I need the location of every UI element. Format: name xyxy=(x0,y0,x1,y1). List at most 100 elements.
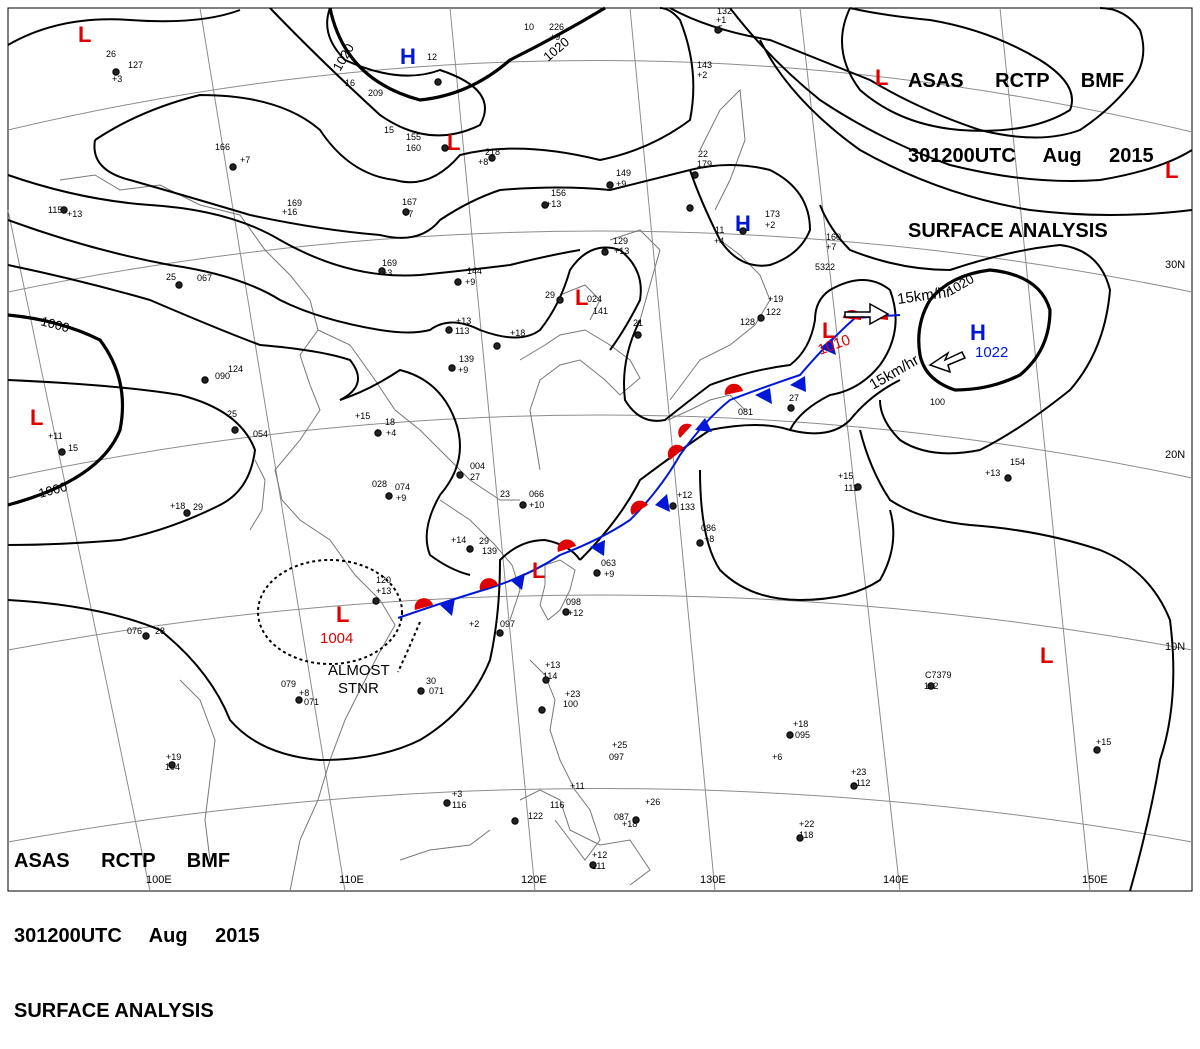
station-circle xyxy=(538,706,546,714)
station-plots: 226+910132+1526127+31216209143+215155160… xyxy=(48,6,1111,871)
station-value: +11 xyxy=(570,781,585,791)
station-value: +13 xyxy=(67,209,82,219)
station-circle xyxy=(787,404,795,412)
station-value: 071 xyxy=(429,686,444,696)
station-value: 27 xyxy=(470,472,480,482)
station-value: 139 xyxy=(459,354,474,364)
station-value: +13 xyxy=(545,660,560,670)
station-value: 086 xyxy=(701,523,716,533)
coastlines xyxy=(59,88,771,892)
station-circle xyxy=(593,569,601,577)
low-pressure-symbol: L xyxy=(336,602,349,627)
high-pressure-value: 1022 xyxy=(975,344,1008,361)
station-value: 154 xyxy=(1010,457,1025,467)
station-circle xyxy=(445,326,453,334)
station-value: 112 xyxy=(856,778,870,788)
station-circle xyxy=(417,687,425,695)
station-value: +18 xyxy=(793,719,808,729)
station-value: 116 xyxy=(452,800,466,810)
header-product-code: ASAS RCTP BMF xyxy=(908,70,1125,92)
station-value: +9 xyxy=(604,569,614,579)
station-circle xyxy=(542,676,550,684)
station-value: 079 xyxy=(281,679,296,689)
station-value: +9 xyxy=(550,32,560,42)
station-circle xyxy=(556,296,564,304)
station-value: +8 xyxy=(478,157,488,167)
latitude-line xyxy=(7,230,1193,293)
station-value: 028 xyxy=(372,479,387,489)
station-value: +11 xyxy=(48,431,63,441)
station-value: +22 xyxy=(799,819,814,829)
station-circle xyxy=(691,171,699,179)
station-circle xyxy=(496,629,504,637)
station-value: 169 xyxy=(287,198,302,208)
station-circle xyxy=(229,163,237,171)
header-valid-time: 301200UTC Aug 2015 xyxy=(908,145,1154,167)
low-pressure-symbol: L xyxy=(822,318,835,343)
station-value: 10 xyxy=(524,22,534,32)
station-value: 076 xyxy=(127,626,142,636)
station-value: +8 xyxy=(704,534,714,544)
station-value: +4 xyxy=(386,428,396,438)
header-product-code: ASAS RCTP BMF xyxy=(14,850,231,872)
station-value: 226 xyxy=(549,22,564,32)
motion-speed-label: 15km/hr xyxy=(896,284,952,308)
station-value: +15 xyxy=(1096,737,1111,747)
longitude-label: 120E xyxy=(521,874,547,886)
header-valid-time: 301200UTC Aug 2015 xyxy=(14,925,260,947)
station-value: +9 xyxy=(396,493,406,503)
station-value: +15 xyxy=(355,411,370,421)
station-value: +3 xyxy=(452,789,462,799)
station-value: 133 xyxy=(680,502,695,512)
station-value: 18 xyxy=(385,417,395,427)
station-value: 090 xyxy=(215,371,230,381)
station-circle xyxy=(519,501,527,509)
header-product-title: SURFACE ANALYSIS xyxy=(908,220,1108,242)
station-value: C7379 xyxy=(925,670,952,680)
station-value: 29 xyxy=(193,502,203,512)
longitude-line xyxy=(799,7,901,892)
station-circle xyxy=(434,78,442,86)
station-value: 160 xyxy=(406,143,421,153)
station-value: 28 xyxy=(155,626,165,636)
station-value: 111 xyxy=(592,861,606,871)
station-circle xyxy=(634,331,642,339)
station-value: +13 xyxy=(614,246,629,256)
station-value: 173 xyxy=(765,209,780,219)
station-circle xyxy=(168,761,176,769)
longitude-label: 150E xyxy=(1082,874,1108,886)
station-circle xyxy=(374,429,382,437)
station-circle xyxy=(1004,474,1012,482)
station-circle xyxy=(201,376,209,384)
station-value: +12 xyxy=(568,608,583,618)
station-value: 21 xyxy=(633,318,643,328)
station-value: +18 xyxy=(510,328,525,338)
station-value: 128 xyxy=(740,317,755,327)
station-value: 155 xyxy=(406,132,421,142)
station-circle xyxy=(714,26,722,34)
station-value: 004 xyxy=(470,461,485,471)
station-value: +9 xyxy=(465,277,475,287)
station-value: +7 xyxy=(826,242,836,252)
station-value: +8 xyxy=(299,688,309,698)
station-circle xyxy=(60,206,68,214)
station-circle xyxy=(402,208,410,216)
station-circle xyxy=(456,471,464,479)
low-pressure-symbol: L xyxy=(1040,643,1053,668)
station-value: +3 xyxy=(112,74,122,84)
station-value: 132 xyxy=(717,6,732,16)
isobar-labels: 1020 1020 1000 1000 1020 xyxy=(37,34,977,501)
station-value: 209 xyxy=(368,88,383,98)
latitude-label: 10N xyxy=(1165,641,1185,653)
station-value: 124 xyxy=(228,364,243,374)
station-value: 127 xyxy=(128,60,143,70)
station-value: 29 xyxy=(545,290,555,300)
station-value: 074 xyxy=(395,482,410,492)
station-value: 115 xyxy=(48,205,62,215)
station-value: 179 xyxy=(697,159,712,169)
high-pressure-symbol: H xyxy=(735,211,751,236)
station-value: 30 xyxy=(426,676,436,686)
station-circle xyxy=(448,364,456,372)
station-value: +23 xyxy=(851,767,866,777)
station-value: +10 xyxy=(529,500,544,510)
